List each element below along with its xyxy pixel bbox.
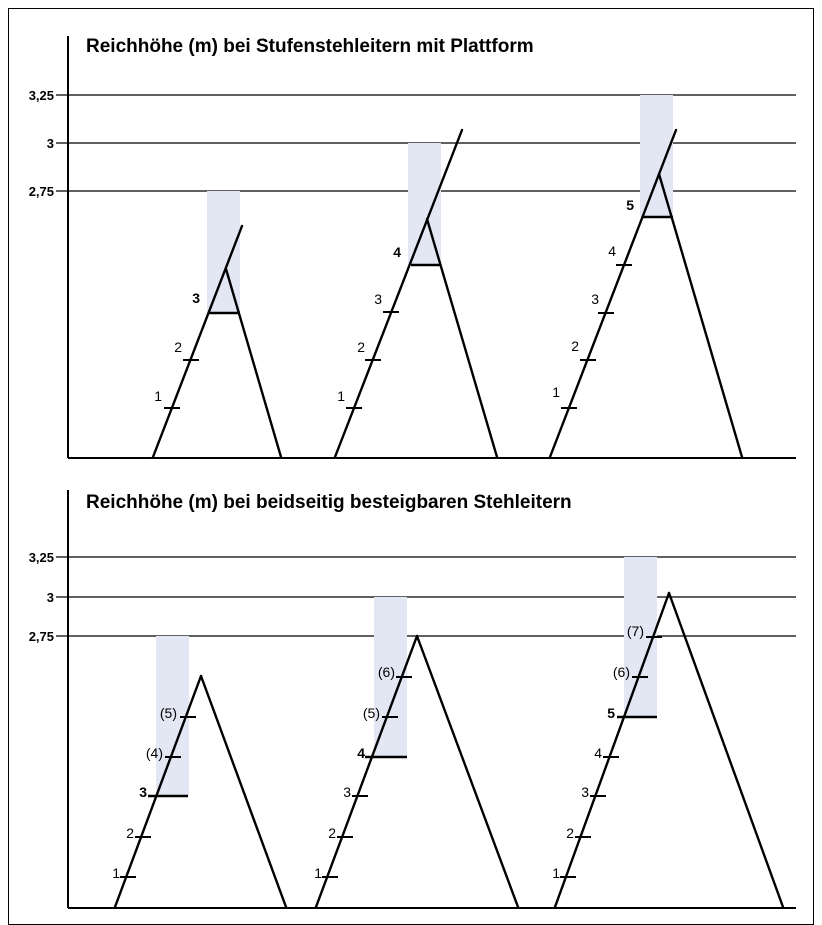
step-label: (5) [160, 705, 177, 721]
ladder-front-leg [333, 128, 464, 459]
panel-2-title: Reichhöhe (m) bei beidseitig besteigbare… [86, 492, 572, 513]
step-label: (6) [613, 664, 630, 680]
panel-2-ladder-7-rungs: 1 2 3 4 5 (6) (7) [552, 557, 785, 909]
step-label: (6) [378, 664, 395, 680]
panel-2-ylabel-325: 3,25 [29, 550, 54, 565]
step-label: 4 [608, 243, 616, 259]
ladder-left-leg [553, 591, 671, 909]
step-label: 1 [154, 388, 162, 404]
step-label: 4 [393, 244, 401, 260]
panel-2-ladder-5-rungs: 1 2 3 (4) (5) [112, 636, 288, 909]
panel-1-ylabel-325: 3,25 [29, 88, 54, 103]
ladder-right-leg [667, 591, 785, 909]
ladder-rear-leg [224, 267, 283, 459]
step-label: 2 [126, 825, 134, 841]
step-label: 3 [581, 784, 589, 800]
step-label: 5 [607, 705, 615, 721]
panel-1-ladder-5-steps: 1 2 3 4 5 [548, 95, 744, 459]
panel-1-ladder-4-steps: 1 2 3 4 [333, 128, 499, 459]
panel-1-title: Reichhöhe (m) bei Stufenstehleitern mit … [86, 36, 534, 57]
step-label: 2 [566, 825, 574, 841]
step-label: 1 [552, 865, 560, 881]
ladder-rear-leg [657, 172, 744, 459]
step-label: (7) [627, 623, 644, 639]
step-label: 3 [591, 291, 599, 307]
step-label: 2 [174, 339, 182, 355]
step-label: 2 [357, 339, 365, 355]
step-label: 1 [314, 865, 322, 881]
reach-band [207, 191, 240, 313]
ladder-front-leg [548, 128, 678, 459]
step-label: (5) [363, 705, 380, 721]
step-label: 2 [328, 825, 336, 841]
step-label: 4 [357, 745, 365, 761]
ladder-front-leg [151, 224, 244, 459]
panel-stufenstehleiter-plattform: Reichhöhe (m) bei Stufenstehleitern mit … [29, 36, 796, 459]
panel-2-ylabel-275: 2,75 [29, 629, 54, 644]
panel-2-ladder-6-rungs: 1 2 3 4 (5) (6) [314, 597, 520, 909]
step-label: 3 [374, 291, 382, 307]
ladder-right-leg [199, 674, 288, 909]
panel-2-ylabel-300: 3 [47, 590, 54, 605]
step-label: 1 [112, 865, 120, 881]
panel-1-ladder-3-steps: 1 2 3 [151, 191, 283, 459]
ladder-left-leg [314, 634, 419, 909]
step-label: 3 [139, 784, 147, 800]
step-label: 1 [337, 388, 345, 404]
step-label: 1 [552, 384, 560, 400]
ladder-rear-leg [425, 217, 499, 459]
step-label: 3 [192, 290, 200, 306]
ladder-left-leg [113, 674, 203, 909]
step-label: 5 [626, 197, 634, 213]
step-label: 2 [571, 338, 579, 354]
step-label: (4) [146, 745, 163, 761]
panel-1-ylabel-300: 3 [47, 136, 54, 151]
panel-1-ylabel-275: 2,75 [29, 184, 54, 199]
panel-beidseitig-stehleiter: Reichhöhe (m) bei beidseitig besteigbare… [29, 490, 796, 909]
reach-band [640, 95, 673, 217]
ladder-right-leg [415, 634, 520, 909]
step-label: 3 [343, 784, 351, 800]
step-label: 4 [594, 745, 602, 761]
